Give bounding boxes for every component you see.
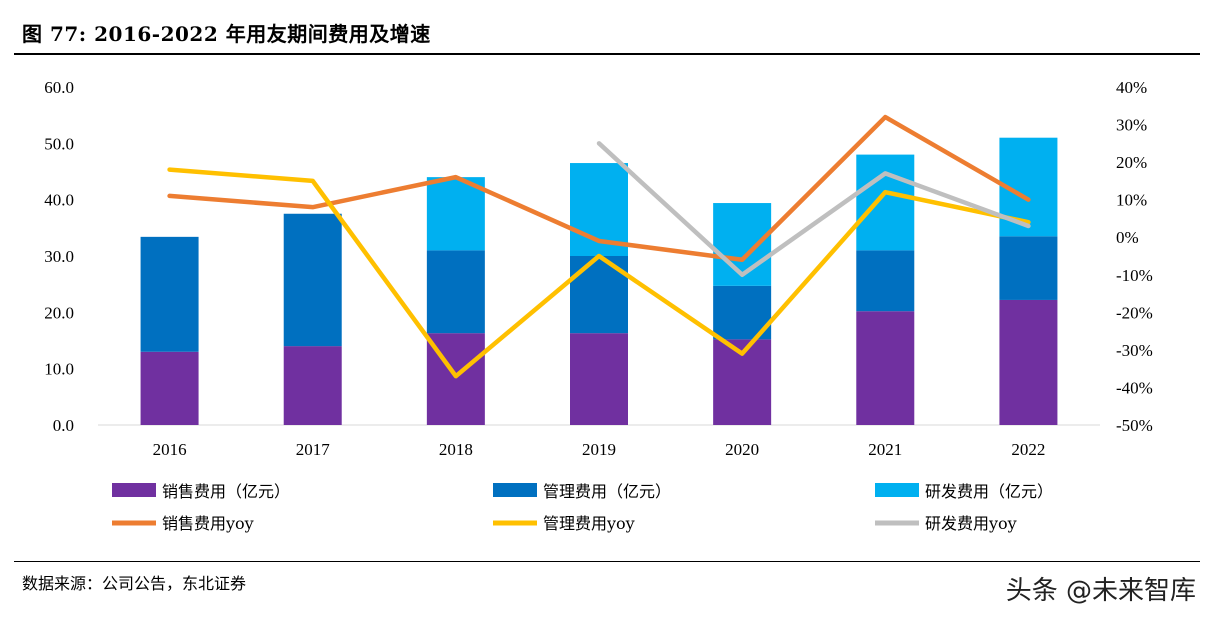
rd-expense-bar — [426, 177, 485, 251]
y-left-tick-label: 40.0 — [44, 191, 74, 210]
source-note: 数据来源：公司公告，东北证券 — [22, 574, 247, 593]
watermark: 头条 @未来智库 — [1005, 576, 1196, 606]
sales-expense-bar — [283, 346, 342, 425]
y-right-tick-label: 40% — [1116, 78, 1147, 97]
sales-yoy-line — [167, 114, 1031, 263]
sales-expense-bar — [140, 351, 199, 425]
y-left-tick-label: 60.0 — [44, 78, 74, 97]
x-tick-label: 2022 — [1011, 440, 1045, 459]
y-right-tick-label: -30% — [1116, 341, 1153, 360]
x-tick-label: 2019 — [582, 440, 616, 459]
sales-expense-bar — [999, 299, 1058, 425]
y-left-tick-label: 0.0 — [53, 416, 74, 435]
sales-expense-bar — [570, 333, 628, 425]
x-tick-label: 2021 — [868, 440, 902, 459]
y-left-tick-label: 10.0 — [44, 360, 74, 379]
legend-label: 管理费用（亿元） — [543, 482, 671, 501]
y-right-tick-label: -20% — [1116, 303, 1153, 322]
legend-label: 研发费用yoy — [925, 514, 1017, 533]
legend-label: 管理费用yoy — [543, 514, 635, 533]
y-right-tick-label: -40% — [1116, 378, 1153, 397]
x-tick-label: 2018 — [439, 440, 473, 459]
x-tick-label: 2016 — [153, 440, 187, 459]
footer-divider — [14, 561, 1200, 562]
y-right-tick-label: 0% — [1116, 228, 1139, 247]
sales-expense-bar — [856, 311, 915, 425]
admin-yoy-line — [167, 167, 1031, 379]
y-right-tick-label: 20% — [1116, 153, 1147, 172]
admin-expense-bar — [426, 250, 485, 334]
rd-expense-bar — [856, 154, 915, 251]
y-right-tick-label: 10% — [1116, 191, 1147, 210]
chart-title: 图 77: 2016-2022 年用友期间费用及增速 — [22, 22, 431, 46]
legend-label: 销售费用（亿元） — [162, 482, 290, 501]
x-tick-label: 2017 — [296, 440, 331, 459]
admin-expense-bar-legend-swatch — [493, 483, 537, 497]
title-divider — [14, 53, 1200, 55]
sales-expense-bar-legend-swatch — [112, 483, 156, 497]
y-left-tick-label: 50.0 — [44, 134, 74, 153]
y-left-tick-label: 30.0 — [44, 247, 74, 266]
rd-expense-bar-legend-swatch — [875, 483, 919, 497]
y-left-tick-label: 20.0 — [44, 303, 74, 322]
y-right-tick-label: -50% — [1116, 416, 1153, 435]
legend-label: 销售费用yoy — [162, 514, 254, 533]
admin-expense-bar — [283, 213, 342, 347]
legend-label: 研发费用（亿元） — [925, 482, 1053, 501]
y-right-tick-label: 30% — [1116, 116, 1147, 135]
admin-expense-bar — [999, 236, 1058, 300]
y-right-tick-label: -10% — [1116, 266, 1153, 285]
admin-expense-bar — [856, 250, 915, 312]
x-tick-label: 2020 — [725, 440, 759, 459]
rd-yoy-line — [596, 141, 1031, 278]
admin-expense-bar — [140, 236, 199, 352]
